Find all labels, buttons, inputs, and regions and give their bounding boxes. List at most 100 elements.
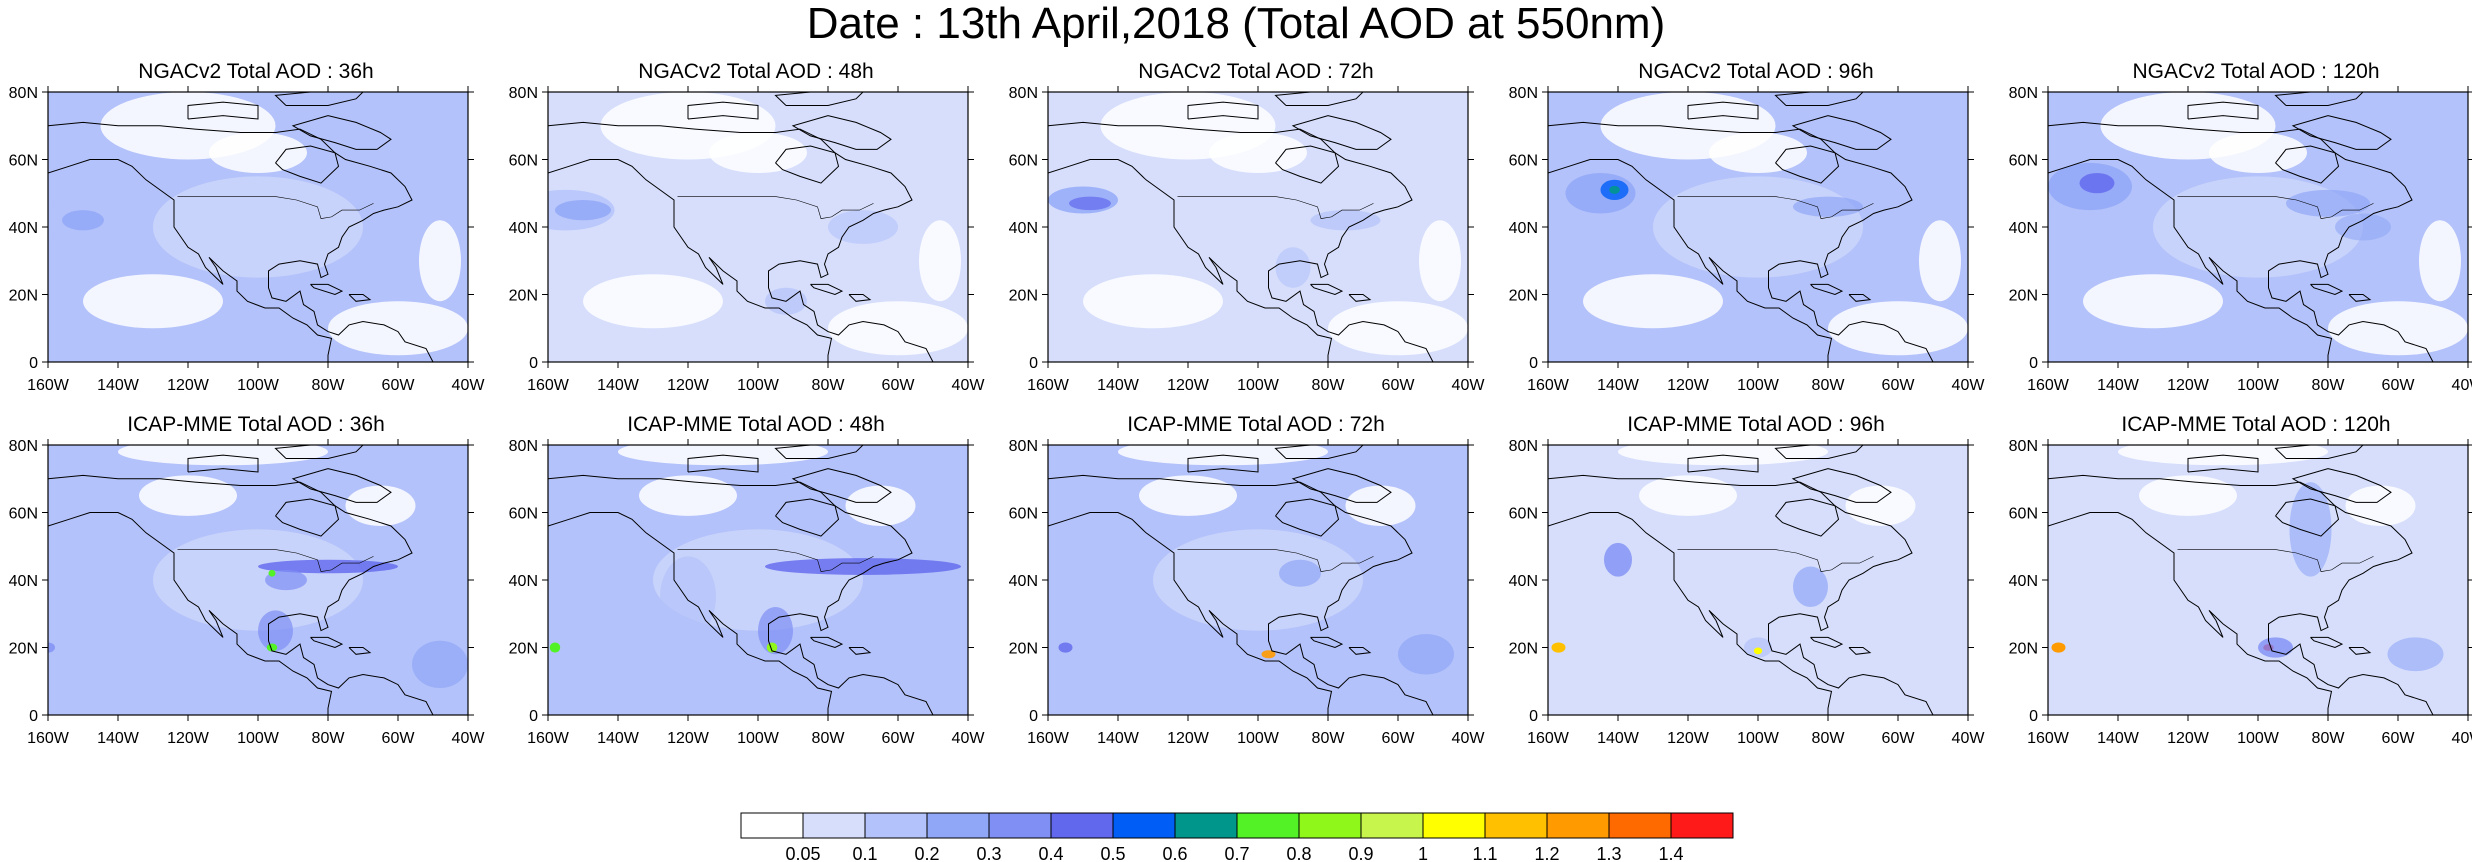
lon-tick-label: 100W bbox=[1237, 730, 1280, 747]
lon-tick-label: 100W bbox=[1237, 377, 1280, 394]
lat-tick-label: 40N bbox=[1009, 220, 1038, 237]
panel-title: ICAP-MME Total AOD : 96h bbox=[1627, 413, 1885, 436]
lat-tick-label: 20N bbox=[2009, 641, 2038, 658]
aod-field bbox=[48, 445, 468, 715]
lat-tick-label: 40N bbox=[1009, 573, 1038, 590]
aod-map: 0 20N 40N 60N 80N 160W 140W 120W 100W 80W 60W 40W bbox=[9, 85, 486, 394]
lon-tick-label: 160W bbox=[527, 377, 570, 394]
us-canada-border bbox=[1677, 549, 1874, 572]
coastline bbox=[1548, 445, 1934, 715]
lat-tick-label: 0 bbox=[29, 708, 38, 725]
lon-tick-label: 60W bbox=[1382, 730, 1416, 747]
lon-tick-label: 40W bbox=[952, 377, 986, 394]
lat-tick-label: 40N bbox=[1509, 220, 1538, 237]
us-canada-border bbox=[2177, 196, 2374, 219]
lon-tick-label: 80W bbox=[2312, 377, 2346, 394]
aod-field bbox=[1548, 92, 1968, 362]
lon-tick-label: 60W bbox=[882, 377, 916, 394]
lon-tick-label: 140W bbox=[2097, 730, 2140, 747]
coastline bbox=[2048, 92, 2434, 362]
map-panel: NGACv2 Total AOD : 96h 0 20N 40N 60N 80N 160W 1… bbox=[1498, 60, 1986, 400]
aod-map: 0 20N 40N 60N 80N 160W 140W 120W 100W 80W 60W 40W bbox=[1509, 438, 1986, 747]
lon-tick-label: 140W bbox=[1597, 730, 1640, 747]
lon-tick-label: 100W bbox=[737, 730, 780, 747]
lon-tick-label: 60W bbox=[382, 377, 416, 394]
aod-map: 0 20N 40N 60N 80N 160W 140W 120W 100W 80W 60W 40W bbox=[509, 85, 986, 394]
lon-tick-label: 140W bbox=[1597, 377, 1640, 394]
map-panel: NGACv2 Total AOD : 36h 0 20N 40N 60N 80N 160W 1… bbox=[0, 60, 486, 400]
panel-title: NGACv2 Total AOD : 48h bbox=[638, 60, 874, 83]
lon-tick-label: 120W bbox=[1667, 377, 1710, 394]
lat-tick-label: 20N bbox=[1009, 288, 1038, 305]
lat-tick-label: 80N bbox=[2009, 85, 2038, 102]
lon-tick-label: 120W bbox=[667, 730, 710, 747]
lat-tick-label: 40N bbox=[9, 220, 38, 237]
lon-tick-label: 80W bbox=[812, 730, 846, 747]
aod-map: 0 20N 40N 60N 80N 160W 140W 120W 100W 80W 60W 40W bbox=[1509, 85, 1986, 394]
lon-tick-label: 40W bbox=[1452, 730, 1486, 747]
panel-title: NGACv2 Total AOD : 72h bbox=[1138, 60, 1374, 83]
map-panel: NGACv2 Total AOD : 72h 0 20N 40N 60N 80N 160W 1… bbox=[998, 60, 1486, 400]
lon-tick-label: 60W bbox=[2382, 377, 2416, 394]
colorbar-label: 0.3 bbox=[976, 844, 1001, 862]
lat-tick-label: 20N bbox=[9, 288, 38, 305]
lat-tick-label: 20N bbox=[509, 288, 538, 305]
aod-field bbox=[1048, 445, 1468, 715]
us-canada-border bbox=[177, 549, 374, 572]
lon-tick-label: 140W bbox=[597, 730, 640, 747]
lon-tick-label: 160W bbox=[527, 730, 570, 747]
lon-tick-label: 120W bbox=[167, 730, 210, 747]
lat-tick-label: 60N bbox=[509, 153, 538, 170]
lat-tick-label: 60N bbox=[509, 506, 538, 523]
colorbar-swatch bbox=[1608, 812, 1672, 839]
aod-field bbox=[548, 445, 968, 715]
map-panel: NGACv2 Total AOD : 120h 0 20N 40N 60N 80N 160W… bbox=[1998, 60, 2472, 400]
map-panel: ICAP-MME Total AOD : 96h 0 20N 40N 60N 80N 160… bbox=[1498, 413, 1986, 753]
lat-tick-label: 0 bbox=[529, 708, 538, 725]
lon-tick-label: 60W bbox=[1882, 377, 1916, 394]
lon-tick-label: 60W bbox=[882, 730, 916, 747]
lat-tick-label: 60N bbox=[2009, 506, 2038, 523]
map-panel: ICAP-MME Total AOD : 120h 0 20N 40N 60N 80N 16… bbox=[1998, 413, 2472, 753]
lon-tick-label: 160W bbox=[2027, 730, 2070, 747]
panel-title: NGACv2 Total AOD : 36h bbox=[138, 60, 374, 83]
lat-tick-label: 40N bbox=[509, 573, 538, 590]
colorbar-label: 1.2 bbox=[1534, 844, 1559, 862]
aod-map: 0 20N 40N 60N 80N 160W 140W 120W 100W 80W 60W 40W bbox=[9, 438, 486, 747]
map-panel: ICAP-MME Total AOD : 36h 0 20N 40N 60N 80N 160… bbox=[0, 413, 486, 753]
lon-tick-label: 100W bbox=[2237, 377, 2280, 394]
colorbar-label: 0.5 bbox=[1100, 844, 1125, 862]
lon-tick-label: 40W bbox=[1952, 730, 1986, 747]
lat-tick-label: 60N bbox=[1509, 506, 1538, 523]
lat-tick-label: 60N bbox=[1009, 153, 1038, 170]
lon-tick-label: 160W bbox=[27, 377, 70, 394]
lon-tick-label: 60W bbox=[1382, 377, 1416, 394]
panel-title: ICAP-MME Total AOD : 48h bbox=[627, 413, 885, 436]
lat-tick-label: 80N bbox=[509, 85, 538, 102]
colorbar-swatch bbox=[1422, 812, 1486, 839]
lon-tick-label: 80W bbox=[1312, 730, 1346, 747]
lon-tick-label: 80W bbox=[1312, 377, 1346, 394]
colorbar-swatch bbox=[740, 812, 804, 839]
lon-tick-label: 140W bbox=[2097, 377, 2140, 394]
lon-tick-label: 120W bbox=[1667, 730, 1710, 747]
aod-map: 0 20N 40N 60N 80N 160W 140W 120W 100W 80W 60W 40W bbox=[2009, 85, 2472, 394]
lon-tick-label: 160W bbox=[1527, 377, 1570, 394]
coastline bbox=[48, 92, 434, 362]
lat-tick-label: 0 bbox=[2029, 708, 2038, 725]
lon-tick-label: 40W bbox=[2452, 730, 2472, 747]
lat-tick-label: 80N bbox=[9, 438, 38, 455]
us-canada-border bbox=[1177, 549, 1374, 572]
lat-tick-label: 80N bbox=[1509, 85, 1538, 102]
colorbar-label: 0.7 bbox=[1224, 844, 1249, 862]
aod-map: 0 20N 40N 60N 80N 160W 140W 120W 100W 80W 60W 40W bbox=[1009, 438, 1486, 747]
panel-title: ICAP-MME Total AOD : 120h bbox=[2121, 413, 2391, 436]
colorbar-swatch bbox=[1360, 812, 1424, 839]
lat-tick-label: 0 bbox=[1529, 708, 1538, 725]
lon-tick-label: 160W bbox=[1527, 730, 1570, 747]
lon-tick-label: 80W bbox=[812, 377, 846, 394]
colorbar-label: 1 bbox=[1418, 844, 1428, 862]
aod-field bbox=[48, 92, 468, 362]
lat-tick-label: 0 bbox=[1029, 708, 1038, 725]
colorbar-swatch bbox=[1112, 812, 1176, 839]
